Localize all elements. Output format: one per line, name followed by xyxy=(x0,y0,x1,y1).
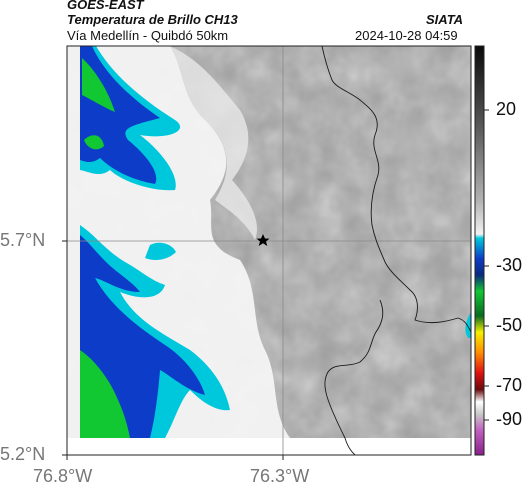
product-title: Temperatura de Brillo CH13 xyxy=(67,12,238,27)
clear-area xyxy=(170,46,258,240)
colorbar-ticks xyxy=(484,109,489,421)
star-icon xyxy=(256,234,270,246)
no-data-strip xyxy=(67,438,471,455)
colorbar-label: -70 xyxy=(496,375,523,395)
cold-cloud-upper-green xyxy=(82,58,115,112)
lon-label: 76.3°W xyxy=(250,466,310,486)
colorbar-label: 20 xyxy=(496,99,517,119)
agency-label: SIATA xyxy=(426,12,464,27)
cold-cloud-lower-green xyxy=(80,350,130,438)
region-label: Vía Medellín - Quibdó 50km xyxy=(67,28,229,43)
satellite-title: GOES-EAST xyxy=(67,0,144,12)
datetime-label: 2024-10-28 04:59 xyxy=(355,28,458,43)
lat-label: 5.7°N xyxy=(0,230,46,250)
colorbar-label: -30 xyxy=(496,255,523,275)
lon-label: 76.8°W xyxy=(33,466,93,486)
cold-cloud-right xyxy=(465,312,471,338)
cold-cloud-small xyxy=(145,242,176,260)
colorbar-label: -50 xyxy=(496,315,523,335)
map-frame xyxy=(66,45,472,456)
border-line xyxy=(324,299,384,455)
lat-label: 5.2°N xyxy=(0,444,46,464)
colorbar-label: -90 xyxy=(496,409,523,429)
border-line xyxy=(321,46,471,333)
cold-cloud-upper-green xyxy=(84,135,104,150)
colorbar xyxy=(474,45,485,456)
